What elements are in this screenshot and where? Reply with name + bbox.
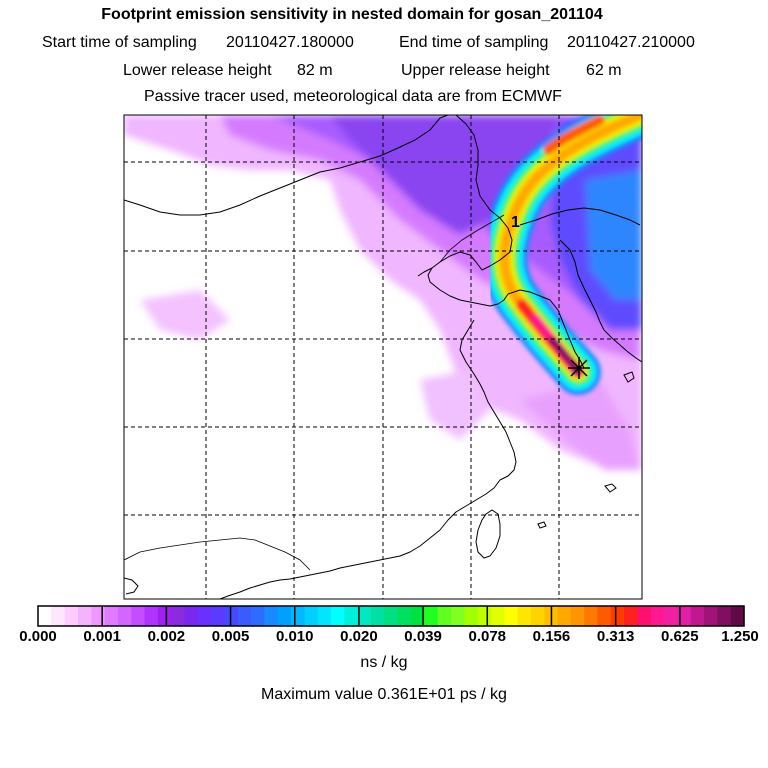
colorbar-cell — [650, 606, 665, 626]
colorbar-cell — [264, 606, 279, 626]
colorbar-tick-label: 1.250 — [721, 628, 759, 645]
colorbar-cell — [610, 606, 625, 626]
colorbar-cell — [464, 606, 479, 626]
end-time-label: End time of sampling — [399, 34, 549, 51]
colorbar-cell — [504, 606, 519, 626]
colorbar-cell — [477, 606, 492, 626]
colorbar-tick-label: 0.313 — [596, 628, 635, 645]
colorbar-cell — [424, 606, 439, 626]
colorbar-tick-label: 0.000 — [19, 628, 57, 645]
colorbar-cell — [570, 606, 585, 626]
colorbar-tick-label: 0.001 — [83, 628, 121, 645]
taiwan-outline — [475, 509, 501, 559]
borders — [124, 214, 505, 571]
colorbar-tick-label: 0.020 — [340, 628, 378, 645]
plume — [481, 115, 642, 395]
colorbar-cell — [437, 606, 452, 626]
sensitivity-field — [124, 115, 642, 599]
colorbar-cell — [717, 606, 732, 626]
colorbar-cell — [730, 606, 745, 626]
release-marker-label: 1 — [511, 214, 520, 231]
colorbar-cell — [450, 606, 465, 626]
colorbar-dividers — [101, 606, 681, 626]
colorbar-cell — [117, 606, 132, 626]
colorbar-cell — [357, 606, 372, 626]
lat-lon-grid — [124, 115, 642, 599]
colorbar-tick-label: 0.625 — [661, 628, 699, 645]
lower-release-label: Lower release height — [123, 62, 272, 79]
maximum-value-text: Maximum value 0.361E+01 ps / kg — [261, 686, 507, 703]
colorbar-cell — [517, 606, 532, 626]
colorbar-cell — [490, 606, 505, 626]
colorbar-cell — [384, 606, 399, 626]
colorbar-cell — [597, 606, 612, 626]
colorbar-cell — [104, 606, 119, 626]
colorbar-cell — [131, 606, 146, 626]
colorbar-cell — [304, 606, 319, 626]
colorbar-cell — [584, 606, 599, 626]
colorbar-cell — [344, 606, 359, 626]
colorbar-cell — [77, 606, 92, 626]
colorbar-cell — [277, 606, 292, 626]
colorbar-cell — [171, 606, 186, 626]
colorbar-cell — [51, 606, 66, 626]
colorbar-tick-label: 0.010 — [275, 628, 314, 645]
colorbar-tick-label: 0.005 — [211, 628, 250, 645]
colorbar-cell — [317, 606, 332, 626]
colorbar-cell — [704, 606, 718, 626]
colorbar-cell — [664, 606, 678, 626]
colorbar-cell — [91, 606, 106, 626]
colorbar-cell — [371, 606, 385, 626]
colorbar-cell — [397, 606, 412, 626]
upper-release-label: Upper release height — [401, 62, 550, 79]
colorbar-cell — [64, 606, 79, 626]
coastlines — [124, 115, 642, 599]
colorbar-cell — [144, 606, 159, 626]
lower-release-value: 82 m — [297, 62, 333, 79]
colorbar-cell — [530, 606, 545, 626]
receptor-star-icon — [568, 357, 590, 379]
colorbar-cell — [291, 606, 306, 626]
colorbar-cell — [224, 606, 239, 626]
colorbar-cell — [197, 606, 212, 626]
colorbar-cell — [38, 606, 52, 626]
colorbar-units: ns / kg — [360, 654, 408, 671]
upper-release-value: 62 m — [586, 62, 622, 79]
colorbar-cell — [677, 606, 692, 626]
colorbar-cell — [157, 606, 172, 626]
colorbar-tick-label: 0.002 — [147, 628, 186, 645]
colorbar-cell — [251, 606, 266, 626]
colorbar-cell — [184, 606, 199, 626]
colorbar-cell — [624, 606, 639, 626]
colorbar-tick-label: 0.156 — [532, 628, 571, 645]
map-frame — [123, 114, 643, 600]
map-title: Footprint emission sensitivity in nested… — [101, 6, 603, 23]
tracer-note: Passive tracer used, meteorological data… — [144, 88, 562, 105]
colorbar-cell — [557, 606, 572, 626]
colorbar-tick-label: 0.039 — [404, 628, 442, 645]
colorbar-tick-label: 0.078 — [468, 628, 507, 645]
colorbar-cell — [331, 606, 345, 626]
colorbar-cell — [211, 606, 226, 626]
colorbar-frame — [37, 605, 745, 627]
colorbar-cell — [690, 606, 705, 626]
colorbar-cell — [237, 606, 252, 626]
colorbar-cell — [637, 606, 652, 626]
start-time-value: 20110427.180000 — [226, 34, 354, 51]
colorbar-cell — [410, 606, 425, 626]
end-time-value: 20110427.210000 — [567, 34, 695, 51]
colorbar-cells — [38, 606, 745, 626]
start-time-label: Start time of sampling — [42, 34, 197, 51]
